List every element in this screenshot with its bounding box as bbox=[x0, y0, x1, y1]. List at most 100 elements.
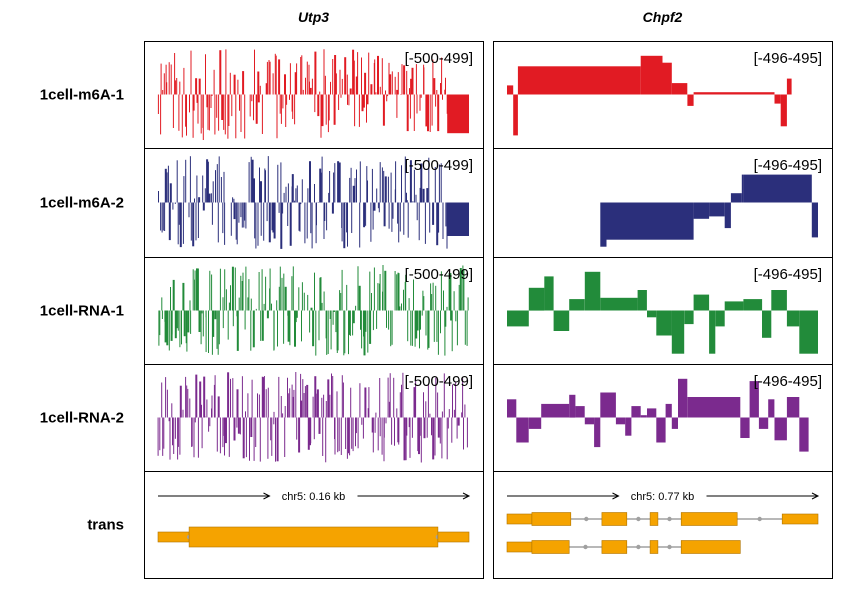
exon bbox=[437, 531, 470, 543]
signal-segment bbox=[743, 299, 763, 311]
signal-segment bbox=[606, 202, 694, 240]
exon bbox=[601, 540, 628, 554]
signal-segment bbox=[600, 392, 616, 418]
signal-segment bbox=[640, 55, 663, 95]
data-range-label: [-496-495] bbox=[754, 266, 822, 283]
signal-segment bbox=[786, 397, 800, 418]
signal-segment bbox=[600, 297, 638, 311]
intron-marker bbox=[636, 544, 641, 550]
signal-segment bbox=[743, 174, 812, 203]
signal-segment bbox=[724, 301, 744, 311]
signal-segment bbox=[693, 92, 775, 95]
signal-segment bbox=[715, 310, 725, 327]
intron-marker bbox=[636, 516, 641, 522]
signal-segment bbox=[762, 310, 772, 338]
signal-segment bbox=[656, 417, 666, 443]
data-range-label: [-496-495] bbox=[754, 50, 822, 67]
track-label: 1cell-m6A-1 bbox=[40, 87, 124, 104]
data-range-label: [-500-499] bbox=[405, 266, 473, 283]
signal-segment bbox=[780, 94, 787, 127]
exon bbox=[649, 540, 659, 554]
intron-marker bbox=[584, 516, 589, 522]
gene-title-chpf2: Chpf2 bbox=[643, 9, 683, 25]
signal-segment bbox=[507, 399, 517, 418]
signal-segment bbox=[730, 193, 742, 203]
track-panel: [-496-495] bbox=[493, 257, 833, 365]
data-range-label: [-496-495] bbox=[754, 373, 822, 390]
intron-marker bbox=[667, 516, 672, 522]
locus-label: chr5: 0.77 kb bbox=[631, 491, 695, 503]
data-range-label: [-500-499] bbox=[405, 50, 473, 67]
track-label: 1cell-RNA-1 bbox=[40, 303, 124, 320]
signal-segment bbox=[647, 408, 657, 418]
signal-segment bbox=[693, 202, 710, 219]
signal-segment bbox=[758, 417, 769, 429]
exon bbox=[649, 512, 659, 526]
intron-marker bbox=[583, 544, 588, 550]
exon bbox=[531, 540, 570, 554]
gene-titles: Utp3 Chpf2 bbox=[298, 9, 683, 25]
signal-segment bbox=[507, 85, 514, 95]
arrowhead bbox=[462, 492, 471, 500]
track-panel: [-500-499] bbox=[144, 364, 484, 472]
intron-marker bbox=[757, 516, 762, 522]
gene-title-utp3: Utp3 bbox=[298, 9, 329, 25]
arrowhead bbox=[811, 492, 820, 500]
track-label: 1cell-RNA-2 bbox=[40, 410, 124, 427]
exon bbox=[680, 540, 741, 554]
signal-segment bbox=[671, 83, 688, 95]
track-panel: [-496-495] bbox=[493, 41, 833, 149]
signal-segment bbox=[671, 417, 678, 429]
signal-segment bbox=[647, 310, 657, 318]
signal-segment bbox=[594, 417, 601, 448]
data-range-label: [-496-495] bbox=[754, 157, 822, 174]
signal-segment bbox=[684, 310, 694, 325]
signal-segment bbox=[507, 310, 529, 327]
track-panel: [-496-495] bbox=[493, 148, 833, 258]
signal-segment bbox=[516, 417, 529, 443]
signal-segment bbox=[528, 287, 545, 311]
exon bbox=[680, 512, 738, 526]
signal-segment bbox=[687, 94, 694, 106]
track-label: 1cell-m6A-2 bbox=[40, 195, 124, 212]
signal-segment bbox=[569, 394, 576, 418]
signal-segment bbox=[575, 406, 585, 418]
track-panel: [-500-499] bbox=[144, 257, 484, 365]
exon bbox=[506, 513, 533, 525]
signal-segment bbox=[774, 94, 781, 104]
signal-segment bbox=[553, 310, 570, 331]
signal-segment bbox=[600, 202, 607, 247]
signal-segment bbox=[517, 66, 641, 95]
signal-segment bbox=[640, 415, 647, 418]
track-panel: [-496-495] bbox=[493, 364, 833, 472]
signal-segment bbox=[671, 310, 685, 354]
signal-block bbox=[447, 94, 469, 134]
signal-segment bbox=[786, 310, 800, 327]
signal-segment bbox=[569, 299, 585, 311]
track-panel: [-500-499] bbox=[144, 41, 484, 149]
signal-segment bbox=[799, 417, 809, 452]
signal-segment bbox=[687, 397, 741, 418]
signal-segment bbox=[656, 310, 672, 336]
signal-segment bbox=[625, 417, 632, 436]
panel-frame bbox=[493, 471, 833, 579]
signal-segment bbox=[786, 78, 792, 95]
signal-segment bbox=[811, 202, 818, 238]
signal-segment bbox=[768, 399, 775, 418]
signal-segment bbox=[662, 62, 672, 95]
signal-segment bbox=[631, 406, 641, 418]
signal-segment bbox=[724, 202, 731, 229]
exon bbox=[188, 526, 439, 548]
signal-segment bbox=[709, 310, 716, 354]
data-range-label: [-500-499] bbox=[405, 157, 473, 174]
exon bbox=[531, 512, 572, 526]
arrowhead bbox=[263, 492, 271, 500]
signal-segment bbox=[584, 271, 601, 311]
panel-frame bbox=[144, 471, 484, 579]
exon bbox=[601, 512, 628, 526]
signal-block bbox=[447, 202, 469, 236]
signal-segment bbox=[615, 417, 626, 425]
track-panel: [-500-499] bbox=[144, 148, 484, 258]
signal-segment bbox=[665, 403, 672, 418]
